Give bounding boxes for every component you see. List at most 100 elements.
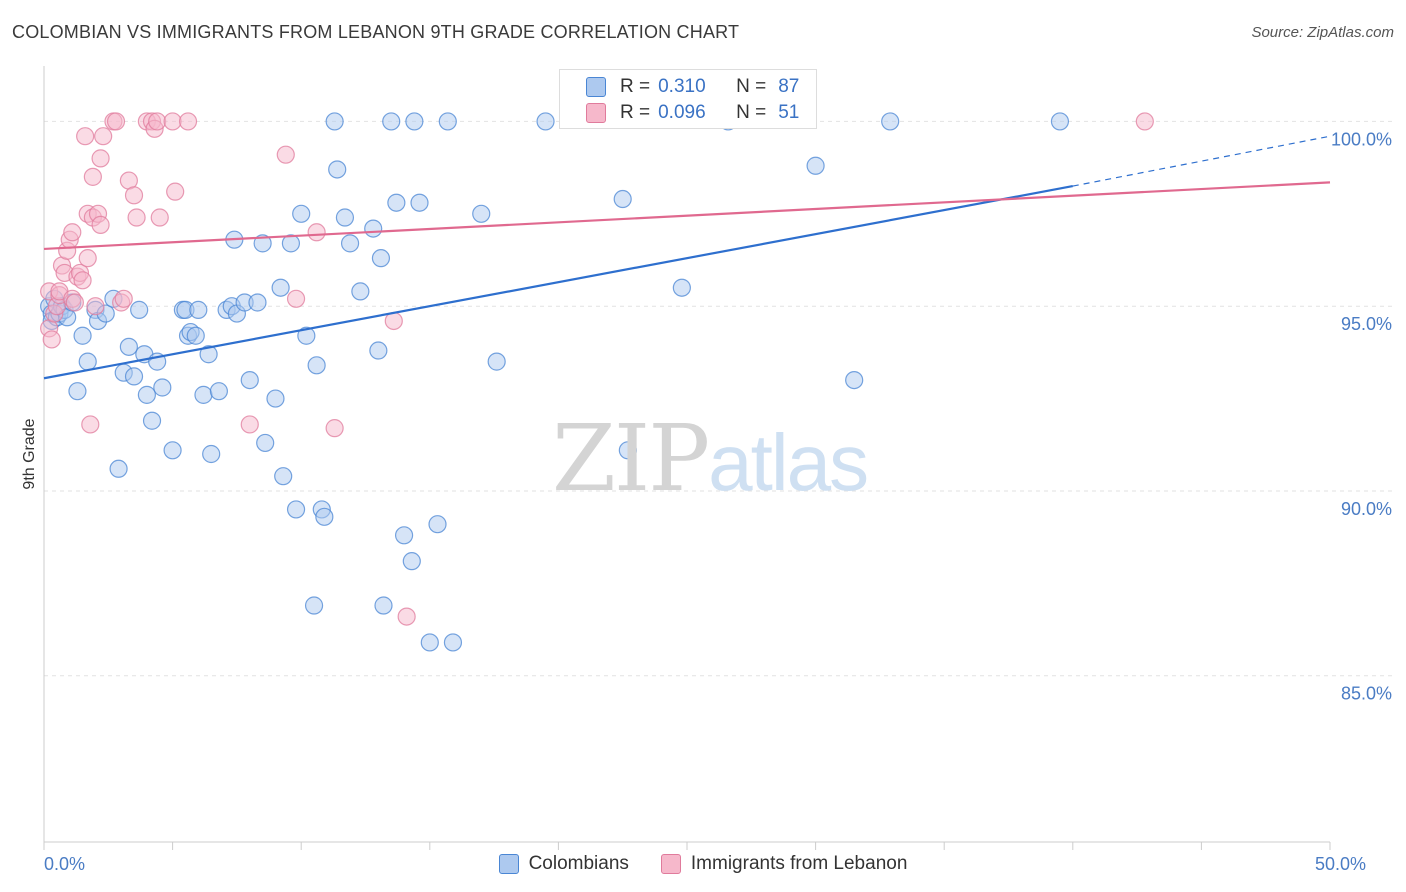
data-point — [276, 145, 295, 164]
x-tick-label: 50.0% — [1315, 854, 1366, 874]
data-point — [163, 112, 182, 131]
data-point — [114, 289, 133, 308]
stats-row-colombians: R = 0.310 N = 87 — [586, 74, 799, 100]
n-label: N = — [736, 102, 767, 123]
data-point — [351, 282, 370, 301]
data-point — [202, 444, 221, 464]
r-label: R = — [620, 76, 651, 97]
axes-layer — [43, 66, 1331, 850]
data-point — [472, 204, 491, 223]
data-point — [76, 127, 95, 146]
data-point — [248, 293, 267, 312]
data-point — [845, 370, 864, 390]
y-tick-label: 90.0% — [1341, 499, 1392, 519]
data-point — [410, 193, 429, 212]
data-point — [328, 160, 347, 179]
data-point — [364, 219, 383, 238]
data-point — [307, 223, 326, 242]
data-point — [142, 411, 162, 430]
data-point — [186, 326, 205, 345]
data-point — [240, 415, 259, 434]
data-point — [119, 337, 138, 356]
data-point — [166, 182, 185, 201]
data-point — [297, 326, 316, 345]
watermark-zip: ZIP — [552, 405, 710, 512]
data-point — [63, 223, 82, 242]
data-point — [94, 127, 113, 146]
data-point — [443, 633, 463, 652]
legend-label-colombians: Colombians — [528, 853, 629, 874]
data-point — [240, 370, 259, 390]
data-point — [256, 433, 275, 453]
data-point — [148, 112, 167, 131]
data-point — [369, 341, 388, 360]
legend-item-lebanon[interactable]: Immigrants from Lebanon — [660, 853, 907, 875]
data-point — [1050, 112, 1070, 131]
data-point — [397, 607, 416, 626]
n-label: N = — [736, 76, 767, 97]
data-point — [274, 467, 293, 486]
data-point — [253, 234, 272, 253]
data-point — [335, 208, 355, 227]
data-point — [81, 415, 100, 434]
chart-title: COLOMBIAN VS IMMIGRANTS FROM LEBANON 9TH… — [12, 22, 740, 42]
data-point — [137, 385, 156, 404]
legend-swatch-blue — [498, 854, 519, 874]
chart-source: Source: ZipAtlas.com — [1251, 24, 1394, 41]
data-point — [438, 112, 457, 131]
data-point — [199, 345, 218, 364]
grid-layer — [44, 120, 1392, 677]
data-point — [127, 208, 146, 227]
watermark-atlas: atlas — [708, 418, 869, 507]
data-point — [371, 249, 391, 268]
data-point — [1135, 112, 1154, 131]
data-point — [189, 300, 208, 319]
n-value: 51 — [778, 102, 800, 123]
data-point — [109, 459, 128, 478]
legend-item-colombians[interactable]: Colombians — [498, 853, 629, 875]
legend-swatch-pink — [660, 854, 681, 874]
data-point — [73, 271, 92, 290]
data-point — [68, 382, 87, 401]
r-value: 0.096 — [658, 102, 706, 123]
data-point — [130, 300, 149, 319]
data-point — [387, 193, 406, 212]
data-point — [405, 112, 424, 131]
data-point — [153, 378, 172, 397]
data-point — [194, 385, 213, 404]
data-point — [374, 596, 393, 615]
trend-line-lebanon — [43, 181, 1331, 251]
series-colombians — [40, 112, 1070, 652]
data-point — [536, 112, 555, 131]
data-point — [325, 419, 344, 438]
trend-layer — [43, 135, 1331, 380]
y-tick-label: 100.0% — [1331, 129, 1392, 149]
data-point — [487, 352, 506, 371]
data-point — [281, 234, 301, 253]
y-axis-label: 9th Grade — [21, 418, 38, 489]
n-value: 87 — [778, 76, 800, 97]
data-point — [340, 234, 360, 253]
data-point — [307, 356, 326, 375]
data-point — [86, 297, 105, 316]
data-point — [42, 330, 61, 349]
y-tick-label: 85.0% — [1341, 684, 1392, 704]
data-point — [420, 633, 439, 652]
data-point — [124, 367, 144, 386]
data-point — [286, 500, 306, 519]
data-point — [428, 515, 447, 534]
swatch-pink — [586, 103, 606, 123]
labels-layer: 100.0% 95.0% 90.0% 85.0% 0.0% 50.0% 9th Grade — [21, 129, 1392, 874]
data-point — [382, 112, 401, 131]
watermark: ZIPatlas — [552, 405, 869, 512]
data-point — [178, 112, 198, 131]
stats-legend: R = 0.310 N = 87 R = 0.096 N = 51 — [559, 69, 817, 129]
trend-line-colombians-extension — [1072, 135, 1331, 187]
data-point — [266, 389, 285, 408]
data-point — [292, 204, 311, 223]
data-point — [271, 278, 290, 297]
data-point — [315, 507, 334, 526]
r-value: 0.310 — [658, 76, 706, 97]
data-point — [106, 112, 126, 131]
